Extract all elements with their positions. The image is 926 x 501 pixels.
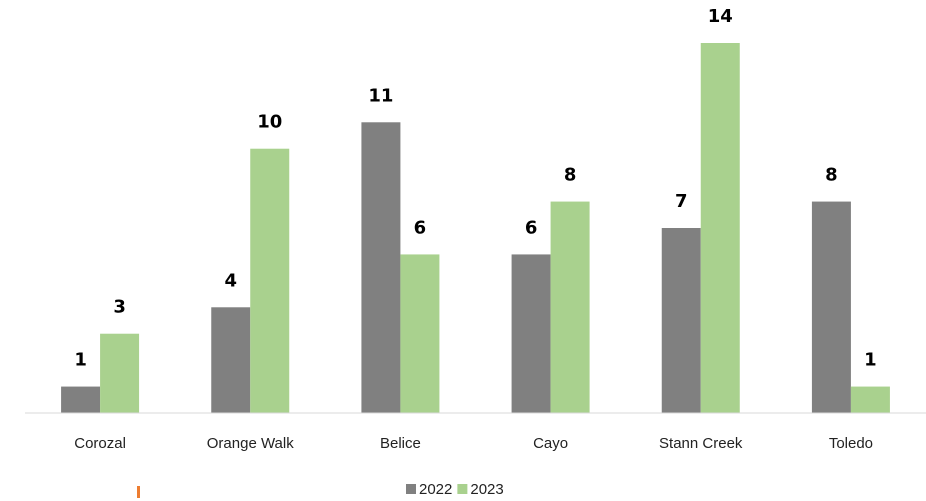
bar (250, 148, 290, 413)
decoration (137, 486, 140, 498)
bar (61, 386, 101, 413)
data-label: 11 (368, 85, 393, 106)
legend-swatch (457, 484, 468, 494)
x-tick-label: Stann Creek (659, 435, 743, 452)
data-label: 6 (414, 217, 427, 238)
data-label: 6 (525, 217, 538, 238)
x-tick-label: Cayo (533, 435, 568, 452)
legend-label: 2023 (470, 481, 503, 498)
data-label: 8 (564, 165, 577, 186)
bar (400, 254, 440, 413)
data-label: 3 (113, 297, 126, 318)
x-tick-label: Corozal (74, 435, 126, 452)
x-tick-label: Toledo (829, 435, 873, 452)
data-label: 4 (224, 270, 237, 291)
x-tick-label: Belice (380, 435, 421, 452)
data-label: 8 (825, 165, 838, 186)
bar (700, 43, 740, 413)
bar (211, 307, 251, 413)
data-label: 14 (708, 6, 733, 27)
bar (511, 254, 551, 413)
legend-label: 2022 (419, 481, 452, 498)
legend-swatch (406, 484, 416, 494)
data-label: 1 (864, 350, 877, 371)
bar (850, 386, 890, 413)
bar (661, 228, 701, 413)
data-label: 7 (675, 191, 688, 212)
bar (361, 122, 401, 414)
bar (811, 201, 851, 413)
data-label: 10 (257, 112, 282, 133)
data-label: 1 (74, 350, 87, 371)
bar (100, 333, 140, 413)
bar (550, 201, 590, 413)
x-tick-label: Orange Walk (207, 435, 294, 452)
